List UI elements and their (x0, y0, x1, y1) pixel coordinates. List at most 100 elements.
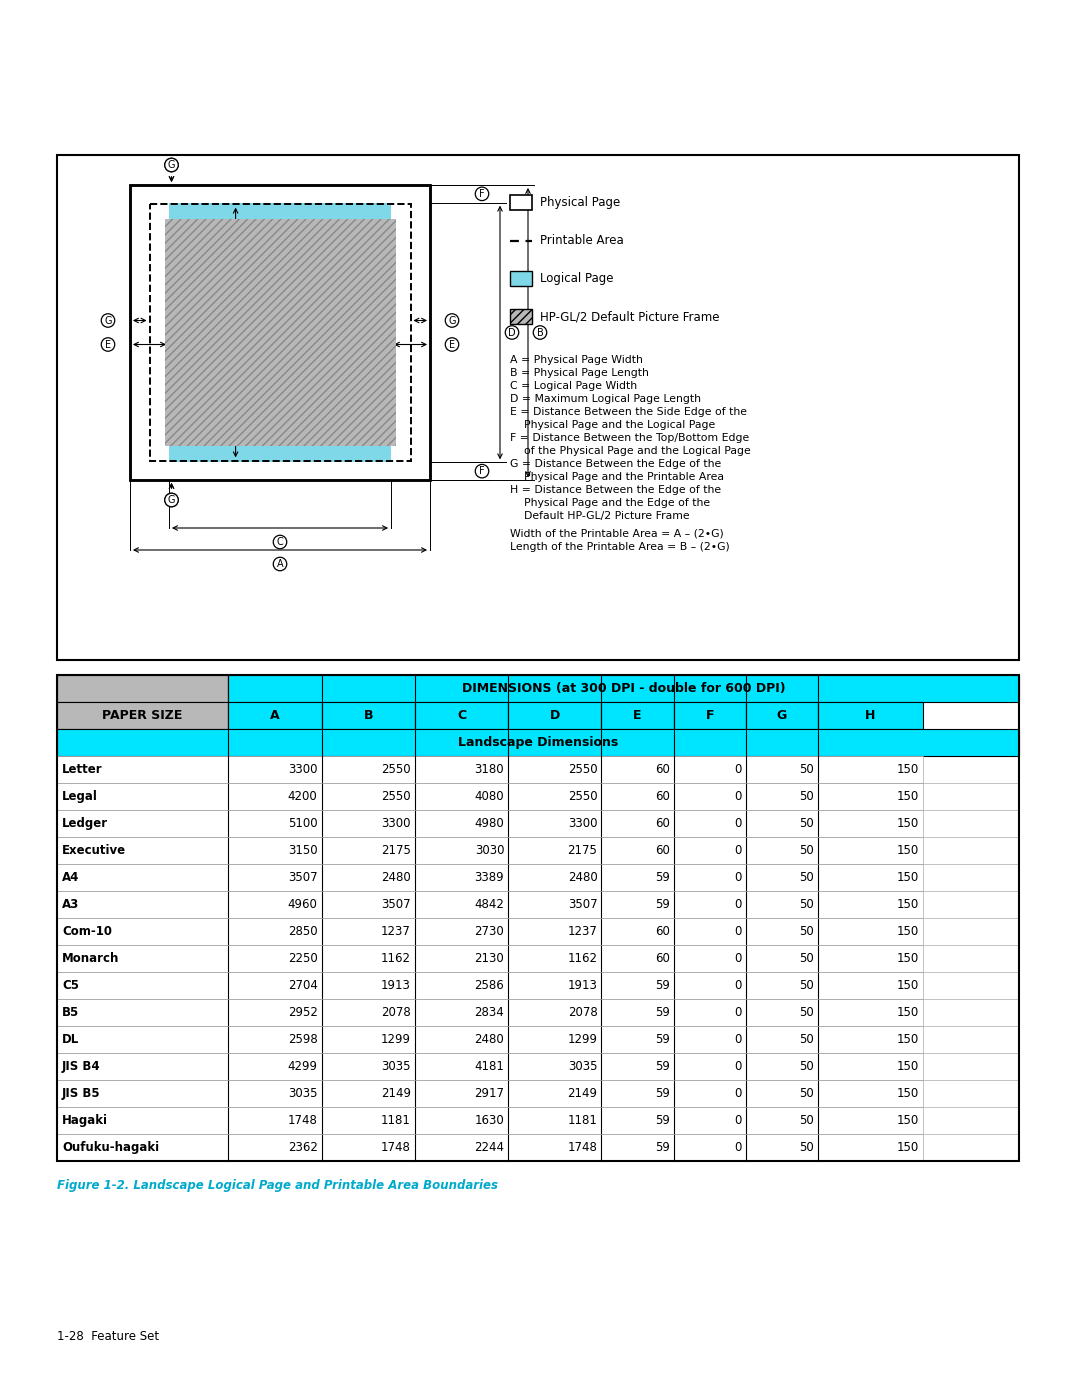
Bar (674, 837, 746, 863)
Bar (228, 863, 322, 891)
Text: 2598: 2598 (287, 1032, 318, 1046)
Bar (510, 196, 532, 210)
Bar (322, 1080, 415, 1106)
Text: 2550: 2550 (381, 789, 410, 803)
Text: 150: 150 (896, 951, 919, 965)
Text: 3150: 3150 (288, 844, 318, 856)
Bar (228, 703, 322, 729)
Bar (746, 944, 818, 972)
Bar (818, 972, 922, 999)
Bar (818, 891, 922, 918)
Bar (57, 155, 1020, 659)
Bar (57, 675, 1020, 1161)
Text: 2149: 2149 (381, 1087, 410, 1099)
Bar (746, 972, 818, 999)
Bar (746, 1106, 818, 1134)
Bar (602, 1053, 674, 1080)
Text: 150: 150 (896, 979, 919, 992)
Text: 1162: 1162 (381, 951, 410, 965)
Bar (509, 782, 602, 810)
Bar (509, 1080, 602, 1106)
Text: 2250: 2250 (287, 951, 318, 965)
Bar (415, 782, 509, 810)
Bar (602, 810, 674, 837)
Bar (149, 204, 410, 461)
Text: Physical Page and the Printable Area: Physical Page and the Printable Area (524, 472, 724, 482)
Text: E: E (633, 710, 642, 722)
Text: 59: 59 (654, 1060, 670, 1073)
Text: C: C (276, 536, 283, 548)
Text: A = Physical Page Width: A = Physical Page Width (510, 355, 643, 365)
Bar (746, 703, 818, 729)
Text: 50: 50 (799, 870, 814, 884)
Bar (228, 1080, 322, 1106)
Bar (602, 837, 674, 863)
Text: Printable Area: Printable Area (540, 235, 624, 247)
Bar (818, 1134, 922, 1161)
Text: 50: 50 (799, 789, 814, 803)
Text: 4842: 4842 (474, 898, 504, 911)
Bar (228, 837, 322, 863)
Bar (322, 999, 415, 1025)
Text: G: G (167, 495, 175, 504)
Bar (602, 756, 674, 782)
Bar (602, 703, 674, 729)
Bar (228, 675, 1020, 703)
Bar (818, 999, 922, 1025)
Text: 0: 0 (734, 844, 742, 856)
Bar (746, 756, 818, 782)
Text: Landscape Dimensions: Landscape Dimensions (458, 736, 618, 749)
Text: 1237: 1237 (568, 925, 597, 937)
Text: 4080: 4080 (474, 789, 504, 803)
Text: G: G (167, 161, 175, 170)
Text: 0: 0 (734, 1006, 742, 1018)
Text: 3507: 3507 (288, 870, 318, 884)
Bar (602, 1080, 674, 1106)
Bar (818, 837, 922, 863)
Text: 4181: 4181 (474, 1060, 504, 1073)
Text: 2550: 2550 (381, 763, 410, 775)
Bar (674, 782, 746, 810)
Text: 2704: 2704 (287, 979, 318, 992)
Text: 2480: 2480 (474, 1032, 504, 1046)
Text: 60: 60 (654, 817, 670, 830)
Bar (228, 756, 322, 782)
Text: Oufuku-hagaki: Oufuku-hagaki (62, 1141, 159, 1154)
Bar (674, 944, 746, 972)
Text: 0: 0 (734, 1032, 742, 1046)
Bar (510, 309, 532, 324)
Text: 4299: 4299 (287, 1060, 318, 1073)
Text: 3180: 3180 (474, 763, 504, 775)
Bar (57, 972, 228, 999)
Bar (602, 1134, 674, 1161)
Bar (415, 1134, 509, 1161)
Bar (228, 810, 322, 837)
Text: 0: 0 (734, 925, 742, 937)
Text: 2730: 2730 (474, 925, 504, 937)
Bar (228, 918, 322, 944)
Bar (322, 944, 415, 972)
Text: 50: 50 (799, 898, 814, 911)
Text: 4980: 4980 (474, 817, 504, 830)
Text: 150: 150 (896, 1087, 919, 1099)
Text: H: H (167, 495, 175, 504)
Text: 3507: 3507 (568, 898, 597, 911)
Text: 150: 150 (896, 898, 919, 911)
Text: 1630: 1630 (474, 1113, 504, 1127)
Bar (674, 1106, 746, 1134)
Text: 50: 50 (799, 1113, 814, 1127)
Bar (602, 944, 674, 972)
Bar (415, 944, 509, 972)
Bar (415, 891, 509, 918)
Text: H: H (167, 161, 175, 170)
Bar (602, 999, 674, 1025)
Bar (228, 1106, 322, 1134)
Bar (509, 944, 602, 972)
Text: 0: 0 (734, 1141, 742, 1154)
Text: 2850: 2850 (288, 925, 318, 937)
Text: 2078: 2078 (568, 1006, 597, 1018)
Bar (130, 184, 430, 481)
Text: 0: 0 (734, 789, 742, 803)
Bar (322, 782, 415, 810)
Text: 1181: 1181 (568, 1113, 597, 1127)
